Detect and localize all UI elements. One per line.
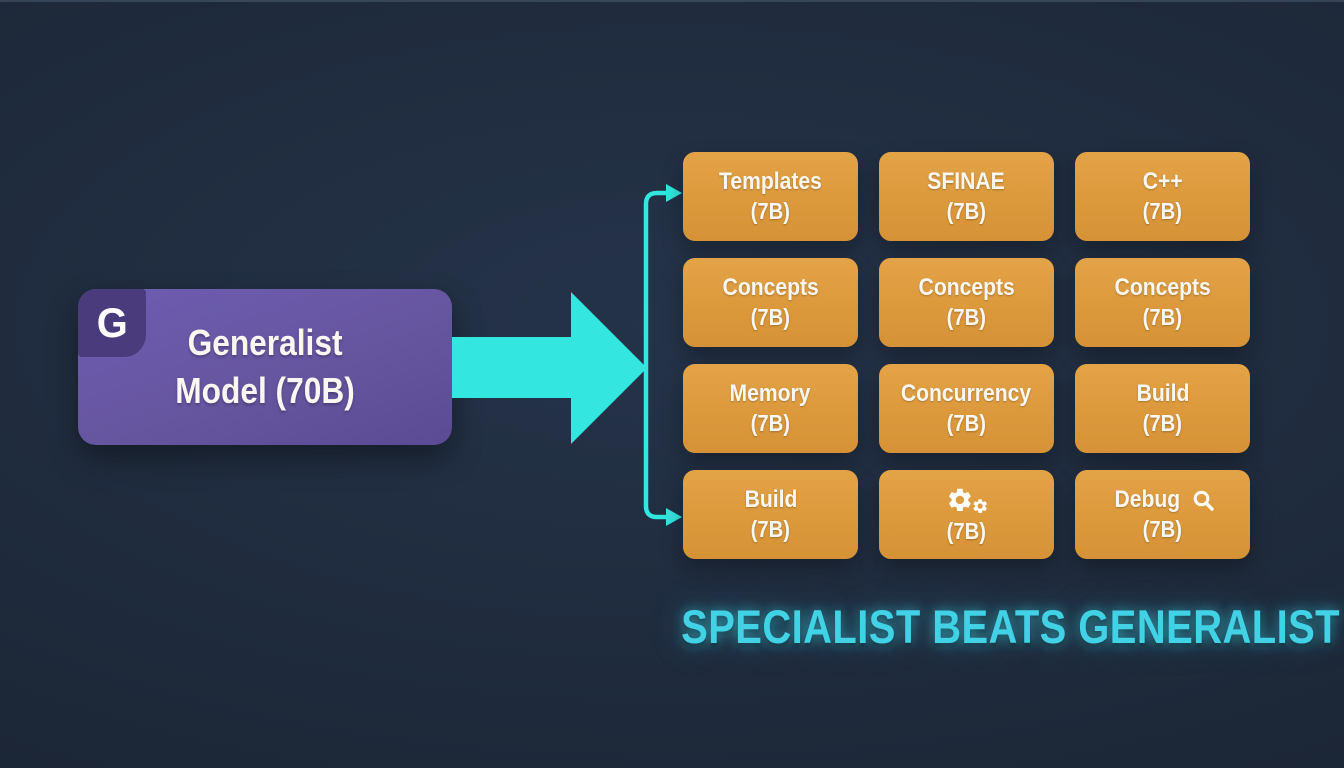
headline: SPECIALIST BEATS GENERALIST: [623, 599, 1339, 654]
search-icon: [1193, 490, 1214, 511]
specialist-title: Templates: [719, 168, 822, 195]
specialist-box: Memory (7B): [683, 364, 858, 453]
specialist-title: C++: [1142, 168, 1183, 195]
generalist-label-line1: Generalist: [187, 322, 343, 363]
flow-arrow-head-icon: [571, 292, 647, 444]
generalist-model-box: G Generalist Model (70B): [78, 289, 452, 445]
specialist-box: SFINAE (7B): [879, 152, 1054, 241]
specialist-title: Build: [744, 486, 797, 513]
generalist-label-line2: Model (70B): [175, 370, 355, 411]
specialist-size-label: (7B): [946, 518, 987, 544]
specialist-title-row: Build: [1133, 381, 1193, 407]
specialist-size-label: (7B): [1142, 198, 1183, 224]
generalist-model-label: Generalist Model (70B): [163, 320, 367, 414]
specialist-title-row: SFINAE: [922, 169, 1010, 195]
specialist-size-label: (7B): [1142, 516, 1183, 542]
specialist-box: Build (7B): [1075, 364, 1250, 453]
specialist-size-label: (7B): [946, 410, 987, 436]
specialist-title: Concepts: [1114, 274, 1211, 301]
specialist-box: (7B): [879, 470, 1054, 559]
specialist-box: Concepts (7B): [683, 258, 858, 347]
specialist-title: Build: [1136, 380, 1189, 407]
specialist-size-label: (7B): [750, 410, 791, 436]
specialist-title: SFINAE: [927, 168, 1006, 195]
specialist-size-label: (7B): [750, 304, 791, 330]
specialist-title-row: Concepts: [716, 275, 825, 301]
specialist-title-row: Memory: [724, 381, 816, 407]
generalist-logo-badge: G: [78, 289, 146, 357]
specialist-title-row: Debug: [1110, 487, 1215, 513]
headline-text: SPECIALIST BEATS GENERALIST: [681, 600, 1341, 653]
specialist-title: Concepts: [918, 274, 1015, 301]
specialist-box: Concepts (7B): [879, 258, 1054, 347]
flow-arrow-shaft: [452, 337, 572, 398]
specialist-box: Debug (7B): [1075, 470, 1250, 559]
specialist-size-label: (7B): [946, 304, 987, 330]
specialist-title: Concurrency: [901, 380, 1032, 407]
specialist-title: Memory: [730, 380, 811, 407]
specialist-title: Debug: [1114, 486, 1181, 513]
specialist-grid: Templates (7B) SFINAE (7B) C++ (7B) Conc…: [683, 152, 1250, 559]
specialist-box: Concepts (7B): [1075, 258, 1250, 347]
specialist-size-label: (7B): [1142, 410, 1183, 436]
specialist-title-row: C++: [1140, 169, 1185, 195]
branch-arrowhead-bottom-icon: [666, 508, 682, 526]
specialist-title-row: Concepts: [1108, 275, 1217, 301]
specialist-size-label: (7B): [946, 198, 987, 224]
branch-arrowhead-top-icon: [666, 184, 682, 202]
specialist-size-label: (7B): [1142, 304, 1183, 330]
specialist-box: Build (7B): [683, 470, 858, 559]
specialist-title-row: Build: [741, 487, 801, 513]
specialist-box: Templates (7B): [683, 152, 858, 241]
specialist-box: Concurrency (7B): [879, 364, 1054, 453]
specialist-size-label: (7B): [750, 198, 791, 224]
specialist-title: Concepts: [722, 274, 819, 301]
generalist-logo-letter: G: [96, 299, 128, 346]
gears-icon: [948, 488, 987, 514]
specialist-title-row: Templates: [712, 169, 829, 195]
specialist-box: C++ (7B): [1075, 152, 1250, 241]
specialist-size-label: (7B): [750, 516, 791, 542]
specialist-title-row: [945, 485, 989, 515]
specialist-title-row: Concurrency: [892, 381, 1040, 407]
specialist-title-row: Concepts: [912, 275, 1021, 301]
